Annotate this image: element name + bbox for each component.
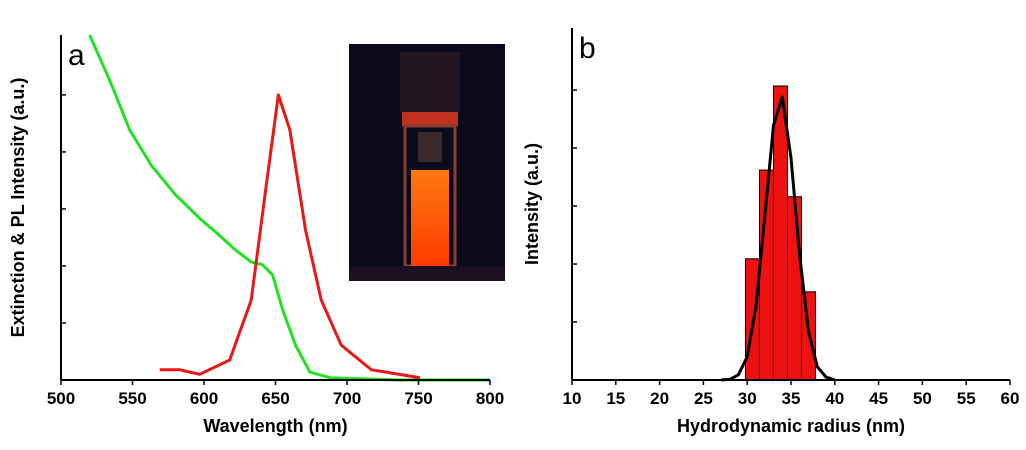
x-tick-label: 600 <box>190 389 218 408</box>
x-tick-label: 650 <box>261 389 289 408</box>
x-tick-label: 30 <box>738 389 757 408</box>
x-tick-label: 40 <box>825 389 844 408</box>
x-tick-label: 700 <box>333 389 361 408</box>
x-tick-label: 35 <box>782 389 801 408</box>
curve <box>720 95 836 382</box>
x-tick-label: 15 <box>606 389 625 408</box>
inset-photo <box>349 44 505 281</box>
x-tick-label: 45 <box>869 389 888 408</box>
x-tick-label: 20 <box>650 389 669 408</box>
x-tick-label: 750 <box>404 389 432 408</box>
bar <box>786 196 803 381</box>
curve <box>159 93 421 380</box>
y-axis-title: Extinction & PL Intensity (a.u.) <box>8 78 28 338</box>
x-axis-title: Wavelength (nm) <box>203 416 347 436</box>
panel: 10 15 20 25 30 35 40 45 50 55 60 Hydrodynamic radiu… <box>522 28 1019 436</box>
y-axis-title: Intensity (a.u.) <box>522 143 542 265</box>
x-axis-title: Hydrodynamic radius (nm) <box>677 416 905 436</box>
panel: 500 550 600 650 700 750 800 Wavelength (nm) Exti… <box>8 34 504 436</box>
x-tick-label: 25 <box>694 389 713 408</box>
x-tick-label: 10 <box>563 389 582 408</box>
x-tick-label: 60 <box>1001 389 1020 408</box>
curve <box>88 34 490 382</box>
x-tick-label: 500 <box>47 389 75 408</box>
x-tick-label: 55 <box>957 389 976 408</box>
panel-label: b <box>579 32 596 65</box>
x-tick-label: 800 <box>476 389 504 408</box>
x-tick-label: 50 <box>913 389 932 408</box>
x-tick-label: 550 <box>118 389 146 408</box>
panel-label: a <box>68 39 85 72</box>
bar <box>772 85 788 381</box>
